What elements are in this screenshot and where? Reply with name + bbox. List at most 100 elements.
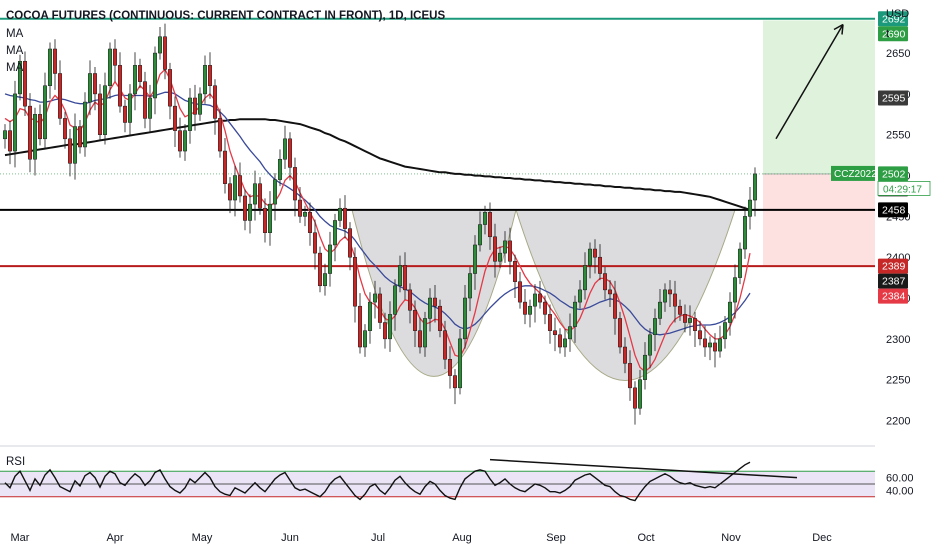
x-tick-label: May [192, 532, 213, 544]
candle-body [363, 330, 367, 348]
candle-body [388, 314, 392, 340]
position-zones [763, 20, 875, 267]
horizontal-levels [0, 17, 875, 268]
candle-body [453, 375, 457, 389]
candle-body [338, 207, 342, 221]
candle-body [233, 175, 237, 201]
candle-body [473, 244, 477, 274]
candle-body [408, 289, 412, 311]
candle-body [573, 301, 577, 327]
candle-body [433, 297, 437, 307]
price-tags: 269226902595250224972458238923872384CCZ2… [831, 11, 931, 304]
price-tag-label: 2502 [882, 168, 906, 180]
candle-body [653, 318, 657, 336]
candle-body [263, 207, 267, 233]
candle-body [298, 199, 302, 217]
candle-body [213, 85, 217, 119]
price-tag-label: 2384 [882, 291, 906, 303]
candle-body [38, 114, 42, 140]
target-arrow [775, 23, 844, 140]
price-tag [878, 273, 908, 289]
candle-body [468, 273, 472, 299]
candle-body [303, 212, 307, 217]
candle-body [113, 48, 117, 66]
candle-body [568, 326, 572, 340]
candle-body [248, 203, 252, 221]
price-tag [878, 90, 908, 106]
candle-body [593, 248, 597, 258]
indicator-ma-3[interactable]: MA [6, 62, 24, 74]
candle-body [498, 252, 502, 262]
candle-body [328, 244, 332, 274]
candle-body [28, 105, 32, 160]
candle-body [558, 334, 562, 348]
candle-body [563, 338, 567, 348]
candle-body [753, 173, 757, 201]
candle-body [193, 97, 197, 115]
candle-body [478, 224, 482, 246]
rsi-divergence-trendline[interactable] [489, 458, 798, 479]
candle-body [718, 338, 722, 352]
price-tag-label: 2595 [882, 92, 906, 104]
candle-body [708, 342, 712, 348]
candle-body [123, 105, 127, 123]
indicator-ma-2[interactable]: MA [6, 45, 24, 57]
candle-body [353, 256, 357, 307]
candle-body [663, 289, 667, 303]
candle-body [698, 330, 702, 340]
candle-body [448, 359, 452, 376]
candle-body [203, 65, 207, 95]
stop-zone [763, 173, 875, 267]
y-tick-label: 2650 [886, 48, 910, 60]
candle-body [693, 318, 697, 331]
candle-body [3, 130, 7, 140]
symbol-tag [831, 165, 875, 181]
chart-title: COCOA FUTURES (CONTINUOUS: CURRENT CONTR… [6, 10, 445, 22]
candle-body [18, 60, 22, 95]
price-tag-label: 2692 [882, 13, 906, 25]
candle-body [633, 387, 637, 409]
countdown-tag [877, 181, 931, 196]
candle-body [643, 354, 647, 380]
rsi-label[interactable]: RSI [6, 456, 25, 468]
candle-body [333, 220, 337, 246]
candle-body [613, 293, 617, 319]
candle-body [368, 301, 372, 331]
x-tick-label: Apr [106, 532, 123, 544]
candle-body [158, 36, 162, 54]
candle-body [423, 318, 427, 348]
candle-body [318, 252, 322, 287]
candle-body [583, 265, 587, 291]
candle-body [273, 179, 277, 205]
candle-body [743, 216, 747, 250]
candle-body [488, 212, 492, 238]
candle-body [438, 305, 442, 331]
time-axis[interactable]: Mar Apr May Jun Jul Aug Sep Oct Nov Dec [11, 532, 833, 544]
candle-body [378, 293, 382, 323]
candle-body [548, 314, 552, 331]
candle-body [48, 48, 52, 86]
price-tag-label: 2458 [882, 204, 906, 216]
candle-body [173, 105, 177, 131]
y-tick-label: 2200 [886, 416, 910, 428]
candle-body [728, 301, 732, 323]
candle-body [283, 138, 287, 160]
candle-body [153, 52, 157, 99]
candle-body [63, 118, 67, 140]
x-tick-label: Aug [452, 532, 472, 544]
candle-body [533, 293, 537, 307]
rsi-pane [0, 458, 875, 502]
price-tag [878, 26, 908, 42]
candle-body [33, 114, 37, 160]
candle-body [198, 93, 202, 115]
candle-body [258, 183, 262, 209]
candle-body [393, 285, 397, 315]
indicator-ma-1[interactable]: MA [6, 28, 24, 40]
candle-body [13, 93, 17, 152]
candle-body [313, 232, 317, 254]
price-tag-label: 2387 [882, 276, 906, 288]
y-tick-label: 2250 [886, 375, 910, 387]
candle-body [53, 48, 57, 74]
candle-body [68, 138, 72, 164]
